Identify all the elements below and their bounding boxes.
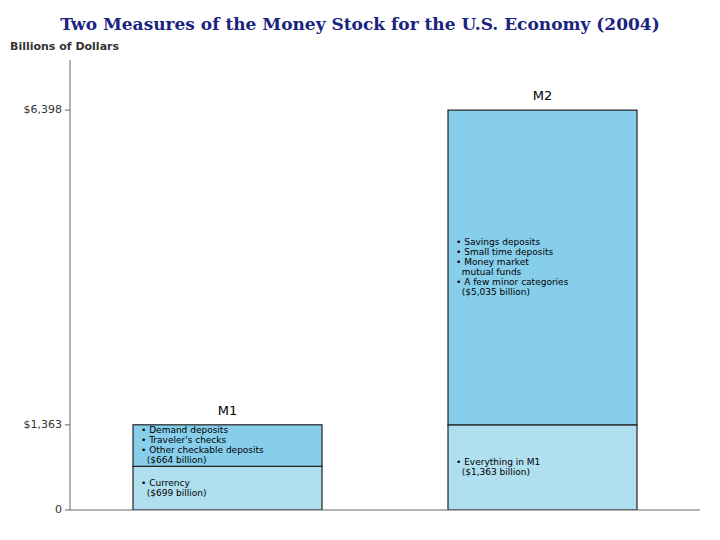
bar-segment [448, 110, 637, 425]
annotation-line: • Currency [141, 478, 190, 488]
chart-container: Two Measures of the Money Stock for the … [0, 0, 720, 540]
category-label: M2 [533, 88, 553, 103]
bar-segment [448, 425, 637, 510]
chart: Two Measures of the Money Stock for the … [0, 0, 720, 540]
annotation-line: ($5,035 billion) [456, 287, 530, 297]
annotation-line: mutual funds [456, 267, 522, 277]
y-tick [65, 510, 70, 511]
annotation-line: • Everything in M1 [456, 457, 540, 467]
annotation-line: ($664 billion) [141, 455, 206, 465]
annotation-line: • A few minor categories [456, 277, 569, 287]
title: Two Measures of the Money Stock for the … [60, 14, 659, 34]
bars [133, 110, 637, 510]
y-axis-label: Billions of Dollars [10, 40, 119, 53]
annotation: • Everything in M1 ($1,363 billion) [456, 457, 540, 477]
category-label: M1 [218, 403, 238, 418]
y-tick-label: $1,363 [24, 418, 63, 431]
annotation-line: • Demand deposits [141, 425, 228, 435]
annotation-line: ($1,363 billion) [456, 467, 530, 477]
bar-segment [133, 466, 322, 510]
annotation: • Demand deposits• Traveler's checks• Ot… [141, 425, 264, 465]
y-tick-label: $6,398 [24, 103, 63, 116]
annotation-line: • Other checkable deposits [141, 445, 264, 455]
annotation-line: • Money market [456, 257, 529, 267]
y-tick-label: 0 [55, 503, 62, 516]
annotation-line: • Traveler's checks [141, 435, 227, 445]
y-axis-line [70, 60, 71, 510]
bar-segment [133, 425, 322, 467]
annotation: • Savings deposits• Small time deposits•… [456, 237, 569, 297]
annotation-line: ($699 billion) [141, 488, 206, 498]
y-tick [65, 110, 70, 111]
annotation: • Currency ($699 billion) [141, 478, 206, 498]
annotation-line: • Small time deposits [456, 247, 553, 257]
x-axis-line [70, 510, 700, 511]
annotation-line: • Savings deposits [456, 237, 540, 247]
y-tick [65, 424, 70, 425]
